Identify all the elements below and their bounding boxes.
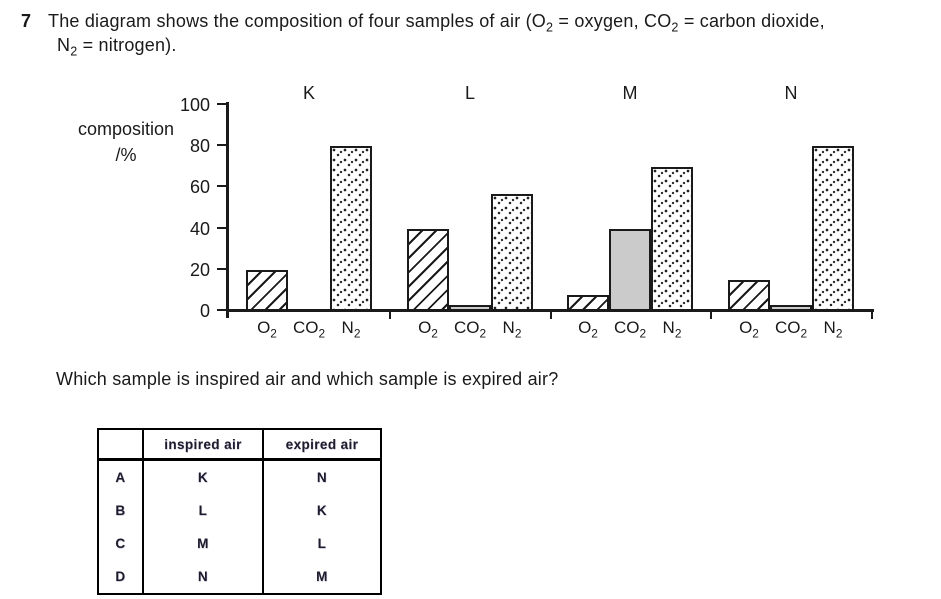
answer-cell-B-expired: K: [262, 494, 382, 527]
y-tick: [217, 309, 226, 311]
bar-L-O2: [407, 229, 449, 311]
answer-cell-A-option: A: [97, 459, 144, 494]
composition-bar-chart: 0 20 40 60 80 100 K O2 CO2 N2 L O2 CO2 N2 M O2 CO2 N2 N O2 C…: [0, 70, 941, 350]
gas-label-L-CO2: CO2: [453, 318, 487, 341]
answer-cell-D-option: D: [97, 560, 144, 594]
answer-table-header-option: [97, 429, 144, 461]
group-label-K: K: [302, 83, 315, 103]
gas-label-M-N2: N2: [662, 318, 682, 341]
question-prompt: Which sample is inspired air and which s…: [56, 369, 559, 389]
bar-N-CO2: [770, 305, 812, 311]
y-tick-label: 60: [189, 177, 210, 198]
bar-L-N2: [491, 194, 533, 311]
group-label-N: N: [784, 83, 798, 103]
gas-label-K-N2: N2: [341, 318, 361, 341]
gas-label-M-CO2: CO2: [613, 318, 647, 341]
gas-label-M-O2: O2: [578, 318, 598, 341]
answer-cell-C-inspired: M: [142, 527, 264, 560]
x-tick: [550, 311, 552, 319]
x-tick: [389, 311, 391, 319]
answer-table-header-expired: expired air: [262, 429, 382, 461]
gas-label-N-N2: N2: [823, 318, 843, 341]
question-text-line1: The diagram shows the composition of fou…: [48, 11, 825, 35]
bar-L-CO2: [449, 305, 491, 311]
y-tick-label: 100: [179, 95, 210, 115]
gas-label-K-CO2: CO2: [292, 318, 326, 341]
bar-K-O2: [246, 270, 288, 311]
gas-label-K-O2: O2: [257, 318, 277, 341]
gas-label-L-N2: N2: [502, 318, 522, 341]
question-number: 7: [21, 11, 32, 31]
answer-cell-D-expired: M: [262, 560, 382, 594]
x-axis: [228, 309, 874, 312]
answer-cell-B-option: B: [97, 494, 144, 527]
gas-label-L-O2: O2: [418, 318, 438, 341]
answer-cell-B-inspired: L: [142, 494, 264, 527]
answer-table: inspired air expired air A K N B L K C M L D N M: [97, 428, 382, 595]
answer-cell-A-inspired: K: [142, 459, 264, 494]
gas-label-N-O2: O2: [739, 318, 759, 341]
y-axis-label: composition /%: [51, 116, 201, 168]
group-label-M: M: [622, 83, 638, 103]
answer-cell-C-expired: L: [262, 527, 382, 560]
answer-cell-A-expired: N: [262, 459, 382, 494]
x-tick: [871, 311, 873, 319]
bar-M-CO2: [609, 229, 651, 311]
y-tick: [217, 144, 226, 147]
answer-cell-C-option: C: [97, 527, 144, 560]
y-tick: [217, 267, 226, 270]
y-tick: [217, 226, 226, 229]
y-tick: [217, 185, 226, 188]
y-tick-label: 0: [199, 301, 210, 321]
bar-M-O2: [567, 295, 609, 311]
answer-table-header-row: inspired air expired air: [97, 429, 382, 461]
answer-table-header-inspired: inspired air: [142, 429, 264, 461]
bar-K-CO2: [288, 309, 330, 311]
y-axis-label-line1: composition: [77, 119, 175, 139]
bar-N-N2: [812, 146, 854, 311]
gas-label-N-CO2: CO2: [774, 318, 808, 341]
group-label-L: L: [464, 83, 475, 103]
y-tick-label: 80: [189, 136, 210, 157]
bar-M-N2: [651, 167, 693, 311]
y-tick: [217, 103, 226, 105]
y-tick-label: 20: [189, 259, 210, 280]
bar-K-N2: [330, 146, 372, 311]
x-tick: [710, 311, 712, 319]
question-text-line2: N2 = nitrogen).: [57, 35, 177, 59]
y-axis: [226, 102, 229, 318]
bar-N-O2: [728, 280, 770, 311]
answer-cell-D-inspired: N: [142, 560, 264, 594]
y-axis-label-line2: /%: [115, 145, 137, 165]
y-tick-label: 40: [189, 218, 210, 239]
